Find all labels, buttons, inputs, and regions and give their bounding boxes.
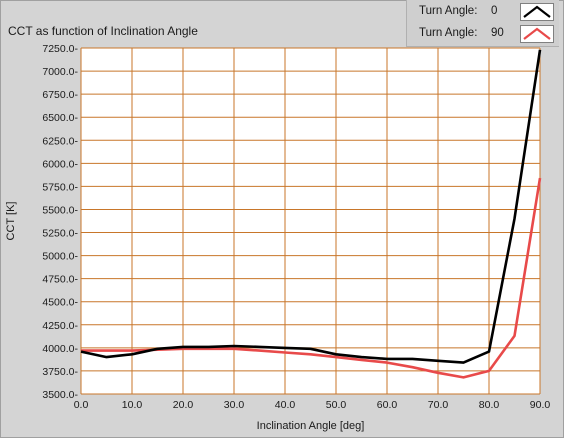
series-lines xyxy=(80,49,542,379)
y-tick-label: 5000.0- xyxy=(42,251,78,263)
x-tick-label: 70.0 xyxy=(428,399,449,411)
x-tick-label: 0.0 xyxy=(74,399,89,411)
y-tick-label: 5750.0- xyxy=(42,181,78,193)
x-axis-ticks: 0.0 10.0 20.0 30.0 40.0 50.0 60.0 70.0 80.0 90.0 xyxy=(74,399,551,411)
y-axis-title: CCT [K] xyxy=(5,202,17,241)
series-line-0 xyxy=(80,49,542,364)
plot-legend[interactable]: Turn Angle: 0 Turn Angle: 90 xyxy=(406,0,559,47)
y-tick-label: 6000.0- xyxy=(42,158,78,170)
grid-lines xyxy=(80,47,541,395)
legend-swatch-0[interactable] xyxy=(520,3,554,21)
y-tick-label: 3500.0- xyxy=(42,389,78,401)
y-tick-label: 6500.0- xyxy=(42,112,78,124)
x-tick-label: 10.0 xyxy=(122,399,143,411)
line-sample-icon xyxy=(523,27,551,40)
y-tick-label: 6750.0- xyxy=(42,89,78,101)
legend-value-0: 0 xyxy=(491,5,498,17)
x-tick-label: 60.0 xyxy=(377,399,398,411)
y-tick-label: 7250.0- xyxy=(42,43,78,55)
y-tick-label: 5500.0- xyxy=(42,204,78,216)
legend-entry-1[interactable]: Turn Angle: 90 xyxy=(407,23,559,45)
legend-label-0: Turn Angle: xyxy=(419,5,478,17)
y-tick-label: 4500.0- xyxy=(42,297,78,309)
x-tick-label: 20.0 xyxy=(173,399,194,411)
legend-value-1: 90 xyxy=(491,27,504,39)
y-tick-label: 6250.0- xyxy=(42,135,78,147)
x-tick-label: 90.0 xyxy=(530,399,551,411)
x-tick-label: 80.0 xyxy=(479,399,500,411)
y-tick-label: 4750.0- xyxy=(42,274,78,286)
legend-entry-0[interactable]: Turn Angle: 0 xyxy=(407,1,559,23)
line-sample-icon xyxy=(523,5,551,18)
plot-area[interactable] xyxy=(81,48,540,394)
y-tick-label: 5250.0- xyxy=(42,228,78,240)
y-tick-label: 4250.0- xyxy=(42,320,78,332)
x-tick-label: 30.0 xyxy=(224,399,245,411)
x-tick-label: 50.0 xyxy=(326,399,347,411)
y-axis-ticks: 3500.0- 3750.0- 4000.0- 4250.0- 4500.0- 4750.… xyxy=(42,43,78,401)
legend-label-1: Turn Angle: xyxy=(419,27,478,39)
chart-title: CCT as function of Inclination Angle xyxy=(8,24,198,38)
y-tick-label: 3750.0- xyxy=(42,366,78,378)
x-axis-title: Inclination Angle [deg] xyxy=(257,420,365,432)
y-tick-label: 4000.0- xyxy=(42,343,78,355)
x-tick-label: 40.0 xyxy=(275,399,296,411)
legend-swatch-1[interactable] xyxy=(520,25,554,43)
y-tick-label: 7000.0- xyxy=(42,66,78,78)
